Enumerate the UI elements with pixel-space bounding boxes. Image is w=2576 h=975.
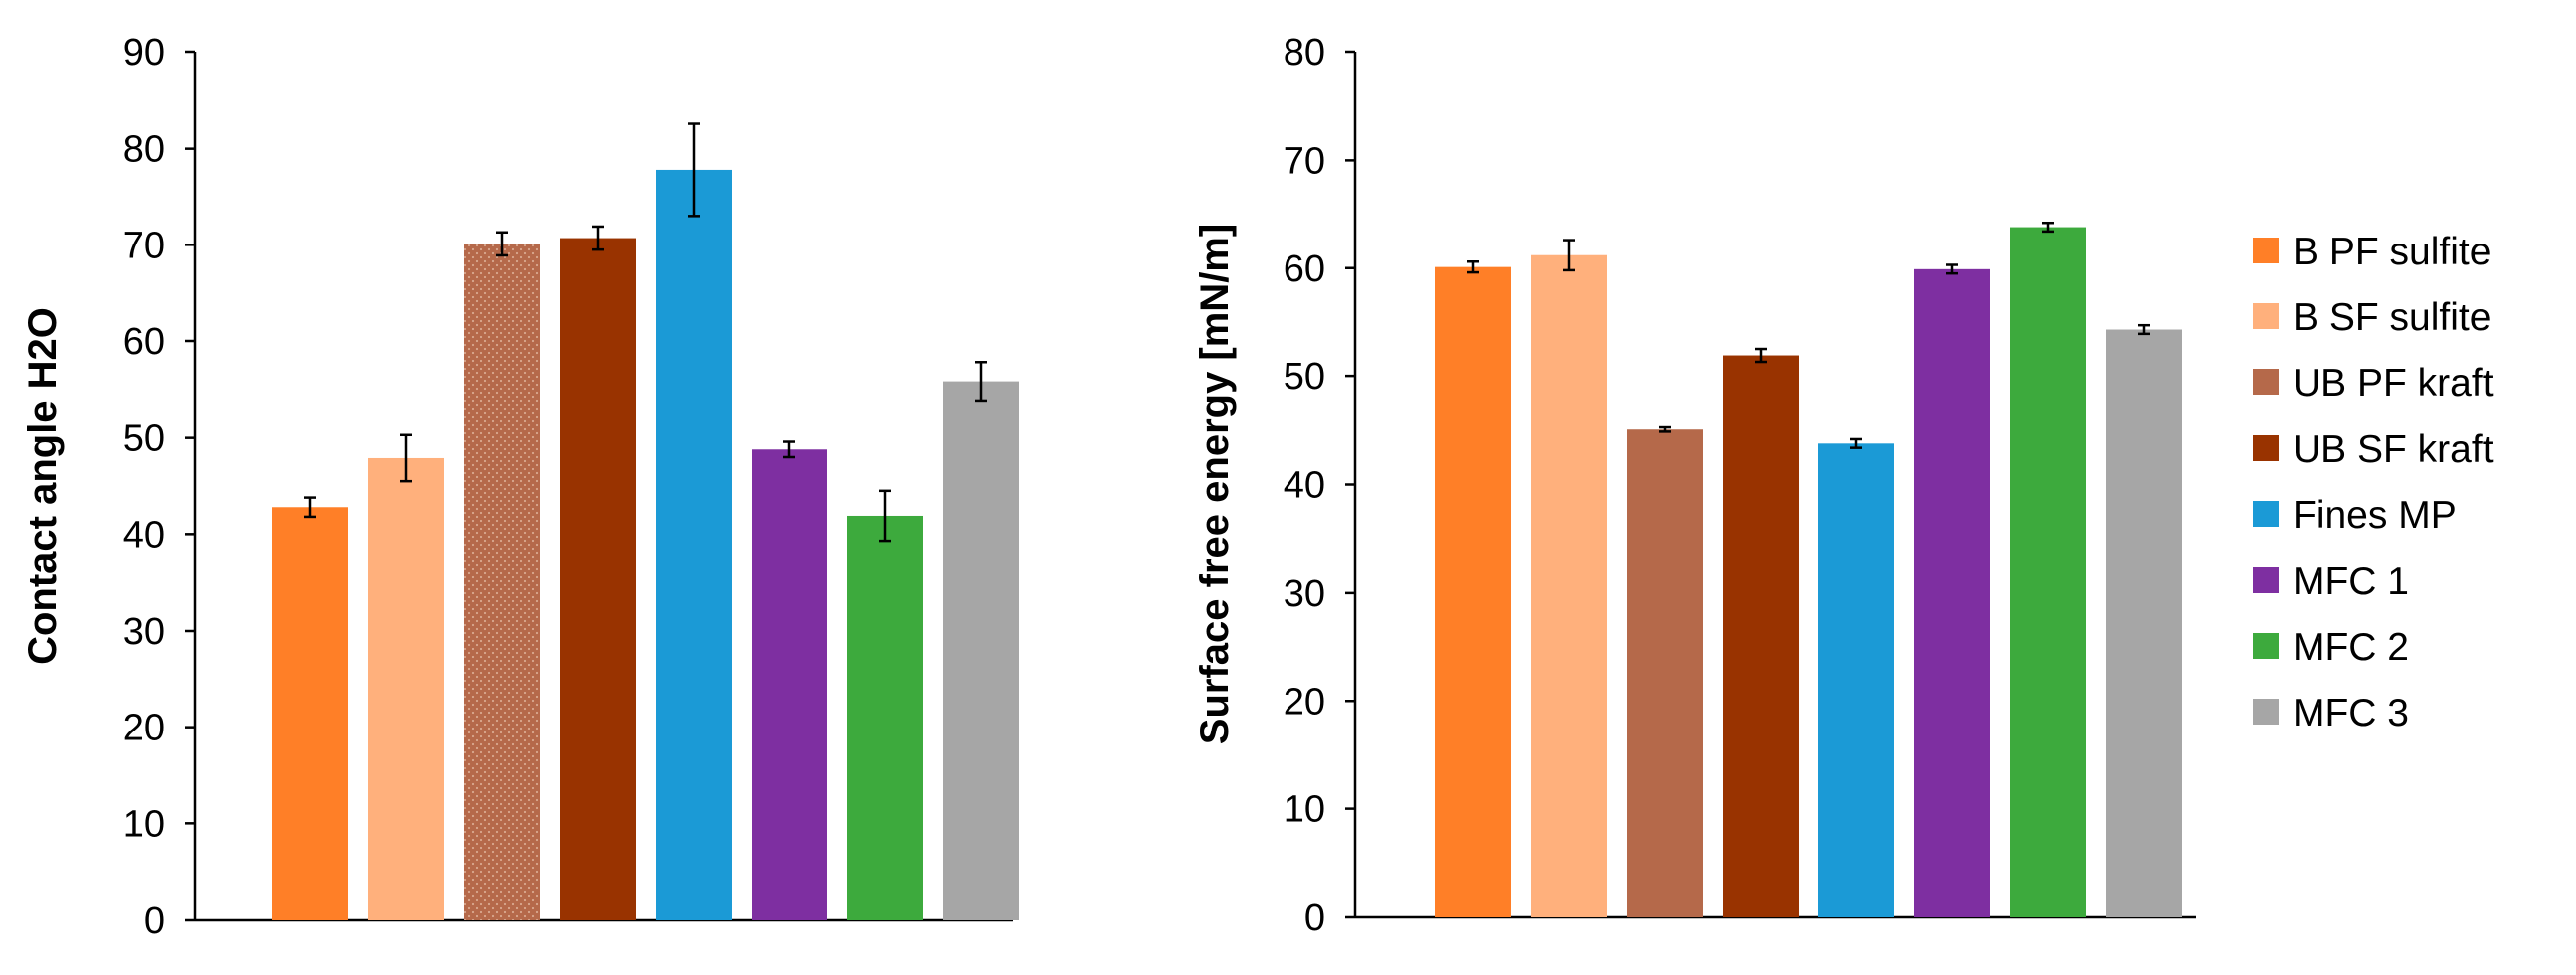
right-bar (2010, 227, 2086, 917)
legend-label: UB PF kraft (2293, 362, 2494, 405)
left-bar (847, 515, 923, 920)
left-bar (464, 244, 540, 920)
left-error-bars (304, 122, 987, 543)
legend-swatch (2253, 633, 2279, 659)
right-y-tick-label: 80 (1284, 32, 1325, 74)
left-y-tick-label: 10 (123, 803, 165, 845)
right-bar (1435, 266, 1511, 917)
right-bar (2106, 329, 2182, 917)
right-y-tick-label: 0 (1304, 897, 1325, 939)
right-y-tick-label: 70 (1284, 140, 1325, 182)
right-bar (1627, 429, 1703, 917)
legend-label: MFC 2 (2293, 626, 2409, 669)
legend-label: Fines MP (2293, 494, 2457, 537)
legend-swatch (2253, 369, 2279, 395)
surface-energy-chart: 0 10 20 30 40 50 60 70 80 Surface free energy [m… (1193, 32, 2196, 939)
legend-swatch (2253, 501, 2279, 527)
contact-angle-chart: 0 10 20 30 40 50 60 70 80 90 Contact angle H2O (21, 32, 1019, 942)
right-y-tick-label: 20 (1284, 681, 1325, 723)
right-y-tick-label: 60 (1284, 248, 1325, 290)
legend-label: B PF sulfite (2293, 231, 2491, 273)
legend-swatch (2253, 435, 2279, 461)
right-y-tick-label: 40 (1284, 465, 1325, 507)
right-y-tick-label: 10 (1284, 789, 1325, 831)
left-y-ticks: 0 10 20 30 40 50 60 70 80 90 (123, 32, 195, 942)
left-bar (272, 507, 348, 920)
left-y-tick-label: 50 (123, 418, 165, 460)
right-y-axis-title: Surface free energy [mN/m] (1193, 224, 1237, 744)
legend-swatch (2253, 699, 2279, 725)
left-bar (656, 169, 732, 920)
legend: B PF sulfite B SF sulfite UB PF kraft UB SF… (2253, 231, 2494, 734)
right-bar (1914, 268, 1990, 917)
left-y-axis-title: Contact angle H2O (21, 307, 65, 665)
left-bar (368, 457, 444, 920)
left-bar (752, 449, 827, 920)
legend-label: MFC 3 (2293, 692, 2409, 734)
left-bar (943, 381, 1019, 921)
left-y-tick-label: 20 (123, 708, 165, 749)
right-error-bars (1467, 221, 2150, 449)
left-bars (272, 169, 1019, 921)
right-bar (1531, 254, 1607, 917)
left-y-tick-label: 0 (144, 900, 165, 942)
right-y-tick-label: 30 (1284, 573, 1325, 615)
legend-swatch (2253, 238, 2279, 263)
legend-label: B SF sulfite (2293, 296, 2491, 339)
right-bar (1818, 443, 1894, 917)
left-y-tick-label: 70 (123, 225, 165, 266)
right-bar (1723, 355, 1799, 917)
left-y-tick-label: 60 (123, 321, 165, 363)
right-y-ticks: 0 10 20 30 40 50 60 70 80 (1284, 32, 1355, 939)
legend-swatch (2253, 567, 2279, 593)
legend-label: UB SF kraft (2293, 428, 2494, 471)
legend-swatch (2253, 303, 2279, 329)
left-y-tick-label: 90 (123, 32, 165, 74)
left-y-tick-label: 80 (123, 129, 165, 171)
left-y-tick-label: 30 (123, 611, 165, 653)
right-y-tick-label: 50 (1284, 356, 1325, 398)
legend-label: MFC 1 (2293, 560, 2409, 603)
left-y-tick-label: 40 (123, 514, 165, 556)
right-bars (1435, 227, 2182, 917)
left-bar (560, 238, 636, 921)
